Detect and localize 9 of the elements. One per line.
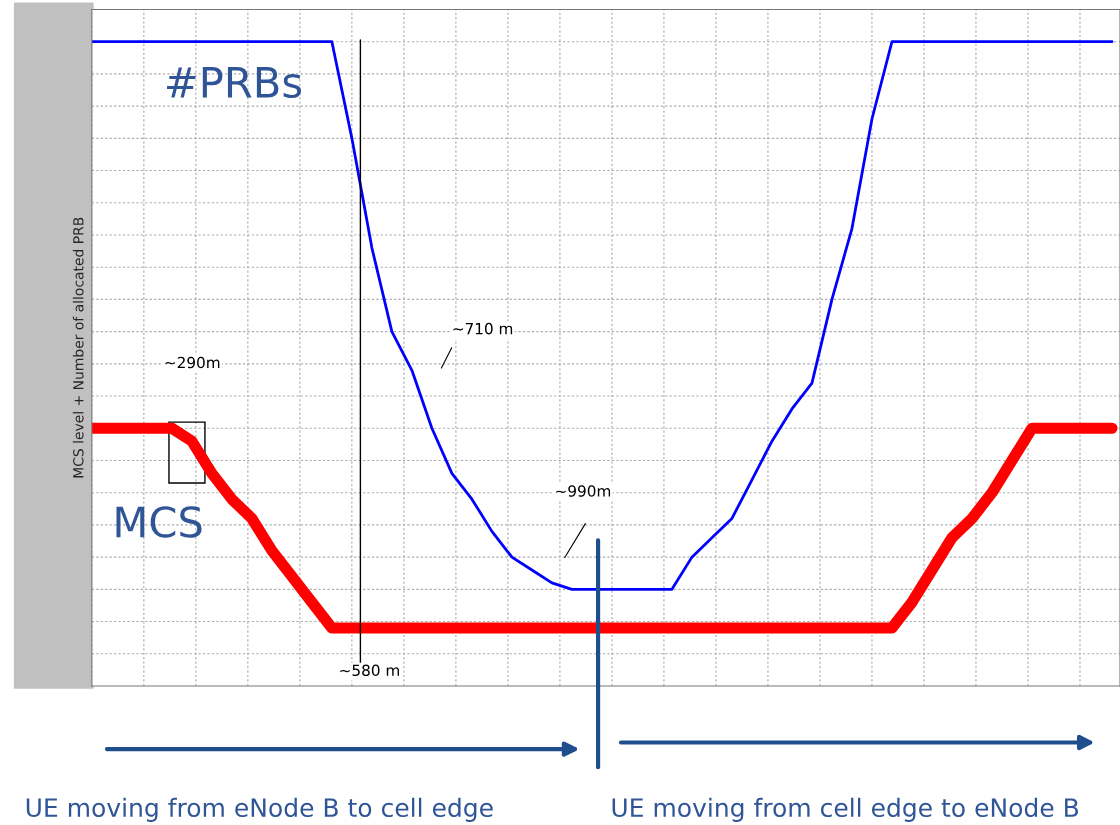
- annotation: ~710 m: [453, 322, 513, 335]
- text: UE moving from cell edge to eNode B: [612, 797, 1079, 822]
- series-label: #PRBs: [167, 67, 302, 99]
- y-axis-title: MCS level + Number of allocated PRB: [72, 217, 84, 478]
- series-label: MCS: [116, 506, 202, 538]
- text: UE moving from eNode B to cell edge: [26, 797, 493, 822]
- annotation: ~990m: [556, 485, 611, 497]
- annotation: ~290m: [165, 356, 220, 369]
- annotation: ~580 m: [340, 664, 399, 677]
